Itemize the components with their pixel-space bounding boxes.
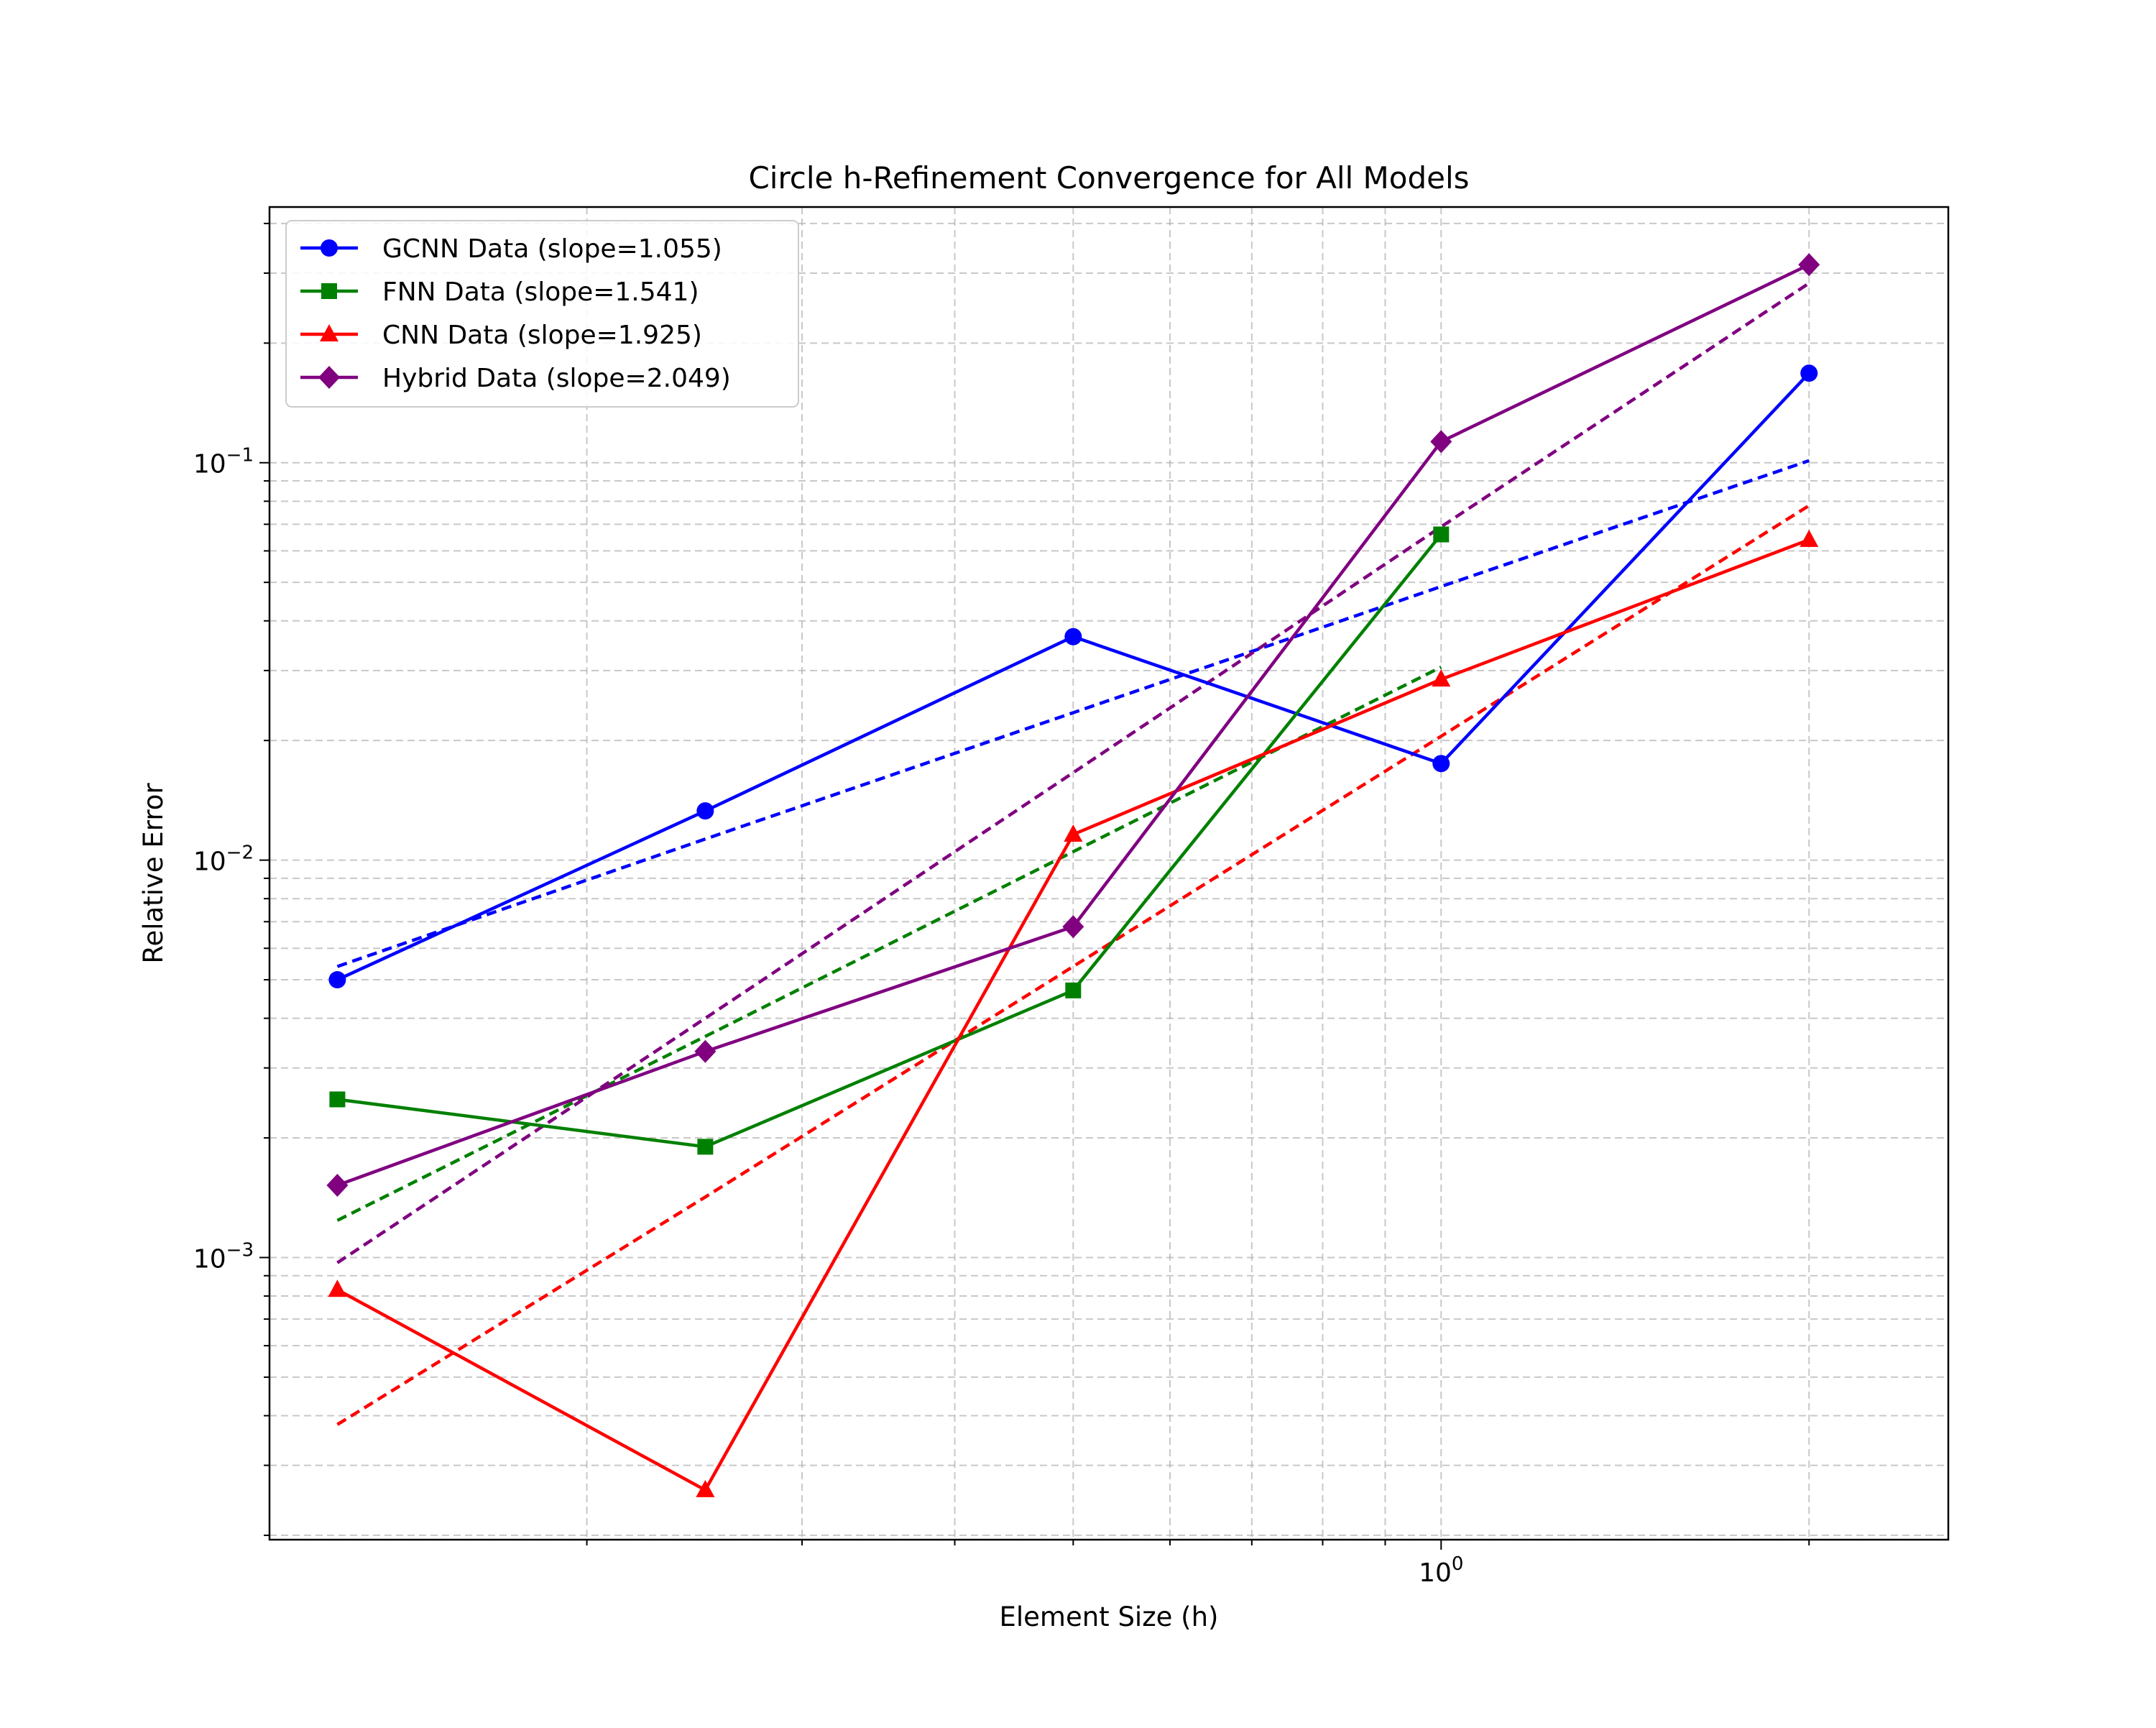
data-point	[328, 971, 346, 989]
y-tick-label: 10−3	[193, 1239, 254, 1274]
data-point	[697, 1139, 714, 1155]
fit-lines	[336, 282, 1810, 1426]
legend-label: CNN Data (slope=1.925)	[382, 321, 702, 350]
fit-line-1	[336, 666, 1442, 1222]
series-3	[326, 253, 1820, 1197]
legend-label: FNN Data (slope=1.541)	[382, 277, 699, 307]
data-point	[1430, 430, 1452, 454]
legend-entry-3: Hybrid Data (slope=2.049)	[300, 364, 731, 393]
data-point	[1800, 529, 1819, 547]
legend-box	[285, 220, 799, 408]
legend-entry-2: CNN Data (slope=1.925)	[300, 321, 702, 350]
data-point	[328, 1279, 347, 1297]
chart-title: Circle h-Refinement Convergence for All …	[748, 160, 1469, 196]
data-point	[1798, 253, 1820, 277]
legend-label: GCNN Data (slope=1.055)	[382, 234, 722, 264]
series-2	[328, 529, 1819, 1497]
legend: GCNN Data (slope=1.055) FNN Data (slope=1…	[285, 220, 799, 408]
data-point	[1065, 982, 1082, 998]
legend-marker	[320, 324, 338, 341]
legend-label: Hybrid Data (slope=2.049)	[382, 364, 731, 393]
legend-entry-0: GCNN Data (slope=1.055)	[300, 234, 722, 264]
y-tick-label: 10−1	[193, 445, 254, 479]
legend-marker	[321, 283, 337, 299]
x-axis-label: Element Size (h)	[1000, 1601, 1219, 1632]
data-point	[696, 1479, 715, 1497]
y-tick-label: 10−2	[193, 842, 254, 877]
series-line-1	[337, 533, 1443, 1149]
fit-line-0	[336, 459, 1810, 968]
fit-line-3	[336, 282, 1810, 1264]
grid	[270, 207, 1948, 1540]
legend-marker	[321, 239, 338, 257]
data-point	[696, 802, 714, 820]
fit-line-2	[336, 504, 1810, 1426]
data-point	[326, 1173, 349, 1197]
legend-entry-1: FNN Data (slope=1.541)	[300, 277, 699, 307]
y-axis-label: Relative Error	[138, 783, 169, 964]
plot-frame	[268, 206, 1950, 1541]
data-point	[329, 1091, 346, 1108]
x-tick-label: 100	[1419, 1553, 1463, 1588]
data-point	[694, 1039, 717, 1063]
data-series	[326, 253, 1820, 1497]
data-point	[1064, 628, 1082, 645]
data-point	[1062, 915, 1084, 939]
data-point	[1433, 526, 1450, 543]
axis-ticks: 100 10−3 10−2 10−1	[193, 222, 1810, 1588]
data-point	[1432, 755, 1450, 773]
legend-marker	[318, 366, 340, 389]
data-point	[1432, 669, 1451, 687]
series-1	[329, 526, 1450, 1155]
data-point	[1064, 824, 1083, 842]
data-point	[1800, 364, 1818, 382]
